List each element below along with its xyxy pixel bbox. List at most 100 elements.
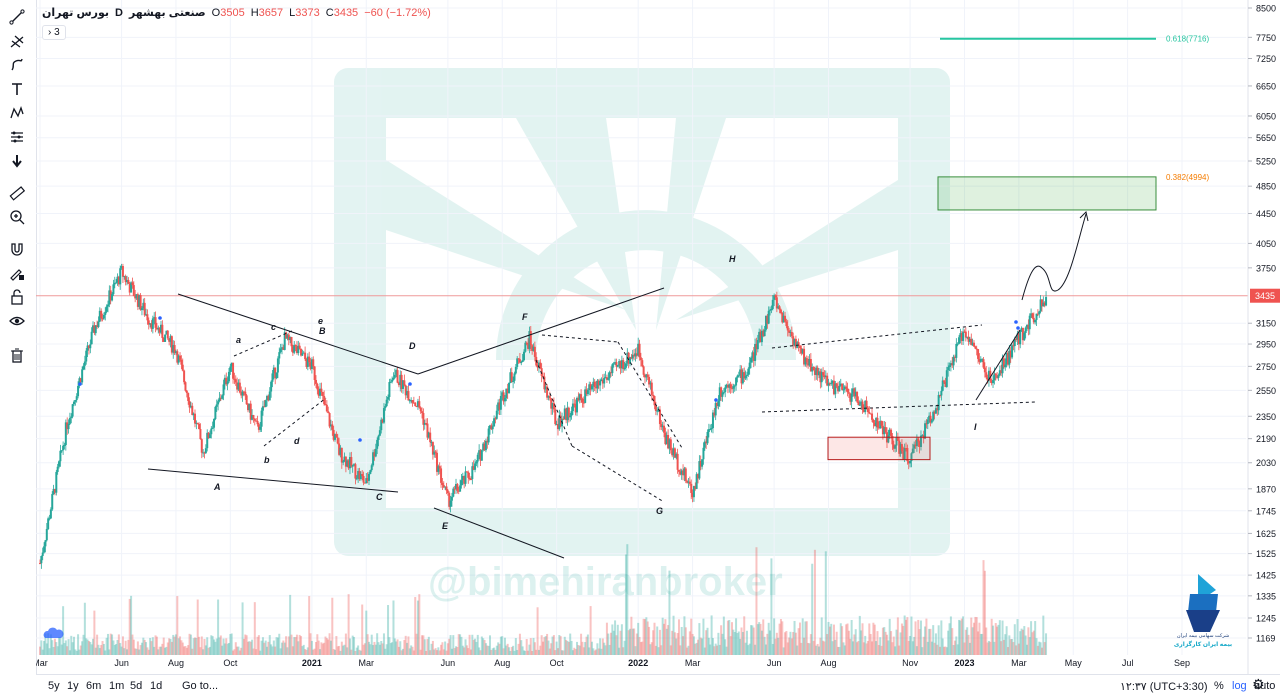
candle-body [211,427,214,429]
candle-body [49,509,52,519]
volume-bar [796,645,799,655]
volume-bar [272,640,275,655]
volume-bar [940,620,943,655]
candle-body [716,403,719,407]
brush-icon[interactable] [6,54,28,76]
volume-bar [320,642,323,655]
volume-bar [879,637,882,655]
candle-body [484,440,487,451]
candle-body [838,385,841,392]
wave-label-A: A [213,482,221,492]
zoom-in-icon[interactable] [6,206,28,228]
candle-body [203,452,206,454]
volume-bar [778,623,781,655]
range-5y[interactable]: 5y [48,680,60,692]
volume-bar [255,649,258,655]
trend-line-icon[interactable] [6,6,28,28]
arrow-down-icon[interactable] [6,150,28,172]
log-toggle[interactable]: log [1232,680,1247,692]
candle-body [469,478,472,480]
candle-body [370,465,373,471]
volume-bar [234,642,237,655]
volume-bar [192,638,195,655]
price-tick-label: 2550 [1256,386,1276,396]
volume-bar [646,621,649,655]
candle-body [518,359,521,363]
candle-body [622,360,625,370]
symbol-name[interactable]: صنعتی بهشهر [128,7,206,19]
volume-bar [702,618,705,655]
volume-bar [876,631,879,655]
candle-body [368,473,371,481]
time-tick-label: Jun [114,658,129,668]
candle-body [756,340,759,350]
volume-bar [968,642,971,655]
candle-body [910,453,913,462]
volume-bar [39,646,41,655]
candle-body [200,439,203,453]
candle-body [162,338,165,342]
volume-bar [803,637,806,655]
volume-bar [652,630,655,655]
candle-body [925,423,928,425]
auto-toggle[interactable]: auto [1254,680,1276,692]
volume-bar [643,619,646,655]
volume-bar [996,626,999,655]
candle-body [798,345,801,349]
candle-body [56,466,59,472]
volume-bar [297,641,300,655]
interval-label[interactable]: D [115,6,123,19]
time-tick-label: Mar [1011,658,1027,668]
range-1y[interactable]: 1y [67,680,79,692]
candle-body [697,474,700,479]
candle-body [565,408,568,421]
goto-button[interactable]: Go to... [182,680,219,692]
volume-bar [453,648,456,655]
pattern-icon[interactable] [6,102,28,124]
volume-bar [442,649,445,655]
candle-body [778,306,781,310]
candle-body [996,375,999,378]
volume-bar [638,636,641,655]
volume-bar [139,645,142,655]
range-5d[interactable]: 5d [130,680,143,692]
volume-bar [140,642,143,655]
time-axis[interactable]: MarJunAugOct2021MarJunAugOct2022MarJunAu… [36,658,1190,668]
candle-body [388,382,391,397]
settings-gear-icon[interactable]: ⚙ [1252,676,1265,692]
trash-icon[interactable] [6,344,28,366]
trendline-upper [177,293,419,375]
prediction-icon[interactable] [6,126,28,148]
candle-body [934,408,937,414]
candle-body [747,368,750,375]
volume-bar [839,623,842,655]
lock-pencil-icon[interactable] [6,262,28,284]
ruler-icon[interactable] [6,182,28,204]
range-6m[interactable]: 6m [86,680,102,692]
magnet-icon[interactable] [6,238,28,260]
volume-bar [618,647,621,655]
lock-icon[interactable] [6,286,28,308]
candle-body [189,405,192,408]
percent-toggle[interactable]: % [1214,680,1224,692]
volume-bar [382,633,385,655]
volume-bar [374,644,377,655]
volume-bar [358,649,361,655]
eye-icon[interactable] [6,310,28,332]
indicator-collapse-button[interactable]: › 3 [42,25,66,40]
volume-bar [536,607,539,655]
candle-body [435,452,438,472]
candle-body [135,294,138,299]
candle-body [528,331,531,349]
pitchfork-icon[interactable] [6,30,28,52]
text-icon[interactable] [6,78,28,100]
candle-body [217,401,220,405]
range-1d[interactable]: 1d [150,680,163,692]
volume-bar [586,634,589,655]
candle-body [312,359,315,367]
volume-bar [412,650,415,655]
volume-bar [818,646,821,655]
price-axis[interactable]: 8500775072506650605056505250485044504050… [1247,0,1280,674]
range-1m[interactable]: 1m [109,680,125,692]
